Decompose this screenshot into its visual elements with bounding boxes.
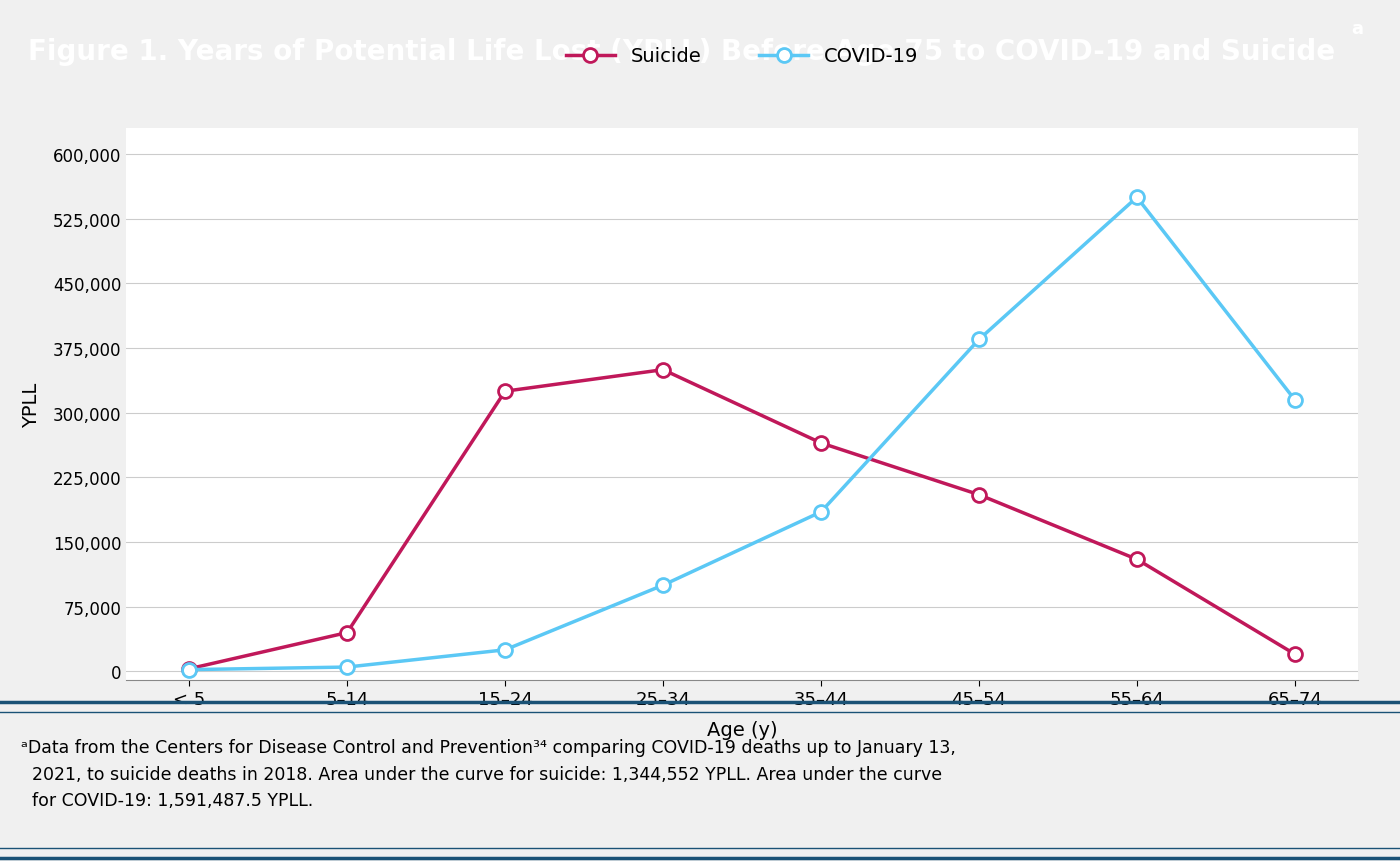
Text: Figure 1. Years of Potential Life Lost (YPLL) Before Age 75 to COVID-19 and Suic: Figure 1. Years of Potential Life Lost (… (28, 38, 1336, 65)
Text: a: a (1351, 20, 1364, 38)
Text: ᵃData from the Centers for Disease Control and Prevention³⁴ comparing COVID-19 d: ᵃData from the Centers for Disease Contr… (21, 739, 956, 809)
Y-axis label: YPLL: YPLL (22, 382, 42, 427)
X-axis label: Age (y): Age (y) (707, 720, 777, 739)
Legend: Suicide, COVID-19: Suicide, COVID-19 (559, 40, 925, 74)
